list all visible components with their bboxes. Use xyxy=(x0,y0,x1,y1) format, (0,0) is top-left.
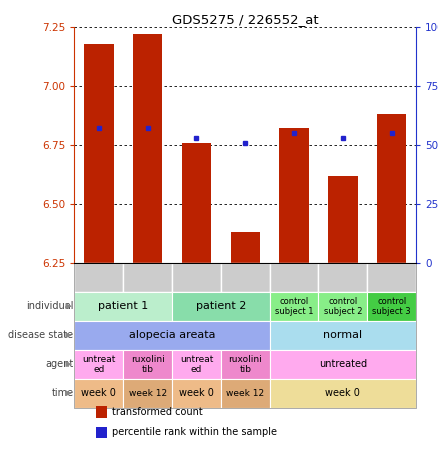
Bar xyxy=(74,292,172,321)
Bar xyxy=(328,176,357,263)
Text: patient 1: patient 1 xyxy=(98,301,148,311)
Text: disease state: disease state xyxy=(8,330,74,340)
Bar xyxy=(123,379,172,408)
Text: week 0: week 0 xyxy=(325,388,360,398)
Bar xyxy=(270,321,416,350)
Bar xyxy=(221,350,270,379)
Bar xyxy=(172,292,270,321)
Text: week 0: week 0 xyxy=(179,388,214,398)
Text: time: time xyxy=(51,388,74,398)
Bar xyxy=(172,263,221,292)
Text: week 12: week 12 xyxy=(226,389,265,398)
Bar xyxy=(182,143,211,263)
Bar xyxy=(270,292,318,321)
Text: individual: individual xyxy=(26,301,74,311)
Text: control
subject 1: control subject 1 xyxy=(275,297,313,316)
Text: week 0: week 0 xyxy=(81,388,117,398)
Bar xyxy=(231,232,260,263)
Text: control
subject 3: control subject 3 xyxy=(372,297,411,316)
Bar xyxy=(318,292,367,321)
Text: normal: normal xyxy=(323,330,363,340)
Title: GDS5275 / 226552_at: GDS5275 / 226552_at xyxy=(172,13,318,26)
Text: control
subject 2: control subject 2 xyxy=(324,297,362,316)
Bar xyxy=(84,43,113,263)
Text: ruxolini
tib: ruxolini tib xyxy=(131,355,165,374)
Bar xyxy=(221,263,270,292)
Text: percentile rank within the sample: percentile rank within the sample xyxy=(112,427,277,437)
Bar xyxy=(318,263,367,292)
Text: untreated: untreated xyxy=(319,359,367,369)
Bar xyxy=(367,263,416,292)
Bar xyxy=(279,129,309,263)
Bar xyxy=(74,379,123,408)
Text: transformed count: transformed count xyxy=(112,407,202,417)
Bar xyxy=(221,379,270,408)
Text: patient 2: patient 2 xyxy=(196,301,246,311)
Bar xyxy=(172,350,221,379)
Bar xyxy=(74,321,270,350)
Bar xyxy=(270,350,416,379)
Bar xyxy=(74,350,123,379)
Bar xyxy=(133,34,162,263)
Text: untreat
ed: untreat ed xyxy=(82,355,116,374)
Bar xyxy=(123,263,172,292)
Text: ruxolini
tib: ruxolini tib xyxy=(228,355,262,374)
Bar xyxy=(377,114,406,263)
Bar xyxy=(367,292,416,321)
Text: agent: agent xyxy=(45,359,74,369)
Bar xyxy=(74,263,123,292)
Bar xyxy=(172,379,221,408)
Text: alopecia areata: alopecia areata xyxy=(129,330,215,340)
Text: untreat
ed: untreat ed xyxy=(180,355,213,374)
Bar xyxy=(270,263,318,292)
Bar xyxy=(123,350,172,379)
Bar xyxy=(270,379,416,408)
Text: week 12: week 12 xyxy=(129,389,167,398)
